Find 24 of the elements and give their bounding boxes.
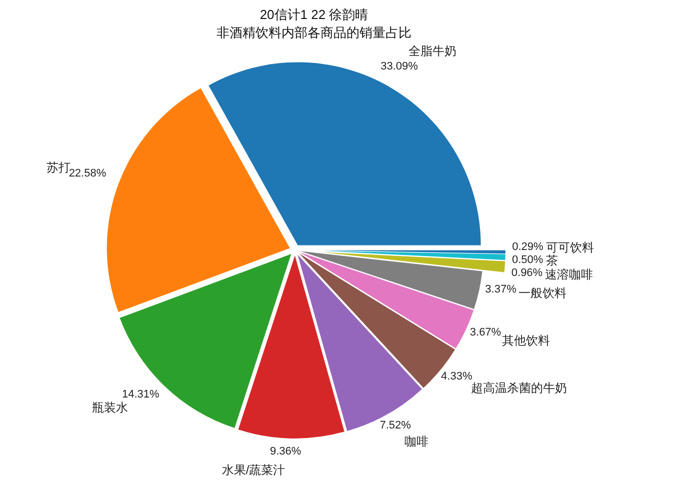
data-label: 7.52% <box>380 419 412 432</box>
data-label: 3.37% <box>485 283 517 296</box>
data-label: 9.36% <box>270 446 302 458</box>
slice-label: 速溶咖啡 <box>545 268 594 282</box>
slice-label: 一般饮料 <box>518 286 567 300</box>
data-label: 33.09% <box>380 60 418 73</box>
slice-label: 可可饮料 <box>546 240 594 254</box>
chart-title: 20信计1 22 徐韵晴 <box>258 6 370 24</box>
data-label: 0.29% <box>512 241 544 254</box>
slice-label: 咖啡 <box>404 434 428 448</box>
slice-label: 瓶装水 <box>92 400 128 414</box>
data-label: 4.33% <box>441 370 472 382</box>
data-label: 0.50% <box>512 254 544 266</box>
slice-label: 水果/蔬菜汁 <box>222 463 286 478</box>
slice-label: 超高温杀菌的牛奶 <box>470 381 567 396</box>
data-label: 3.67% <box>470 326 502 339</box>
slice-label: 苏打 <box>46 160 70 174</box>
data-label: 0.96% <box>511 267 543 280</box>
slice-label: 全脂牛奶 <box>408 44 457 58</box>
slice-label: 茶 <box>546 254 558 268</box>
chart-subtitle: 非酒精饮料内部各商品的销量占比 <box>216 24 412 42</box>
data-label: 14.31% <box>122 388 160 400</box>
slice-label: 其他饮料 <box>502 333 550 348</box>
data-label: 22.58% <box>68 168 106 180</box>
